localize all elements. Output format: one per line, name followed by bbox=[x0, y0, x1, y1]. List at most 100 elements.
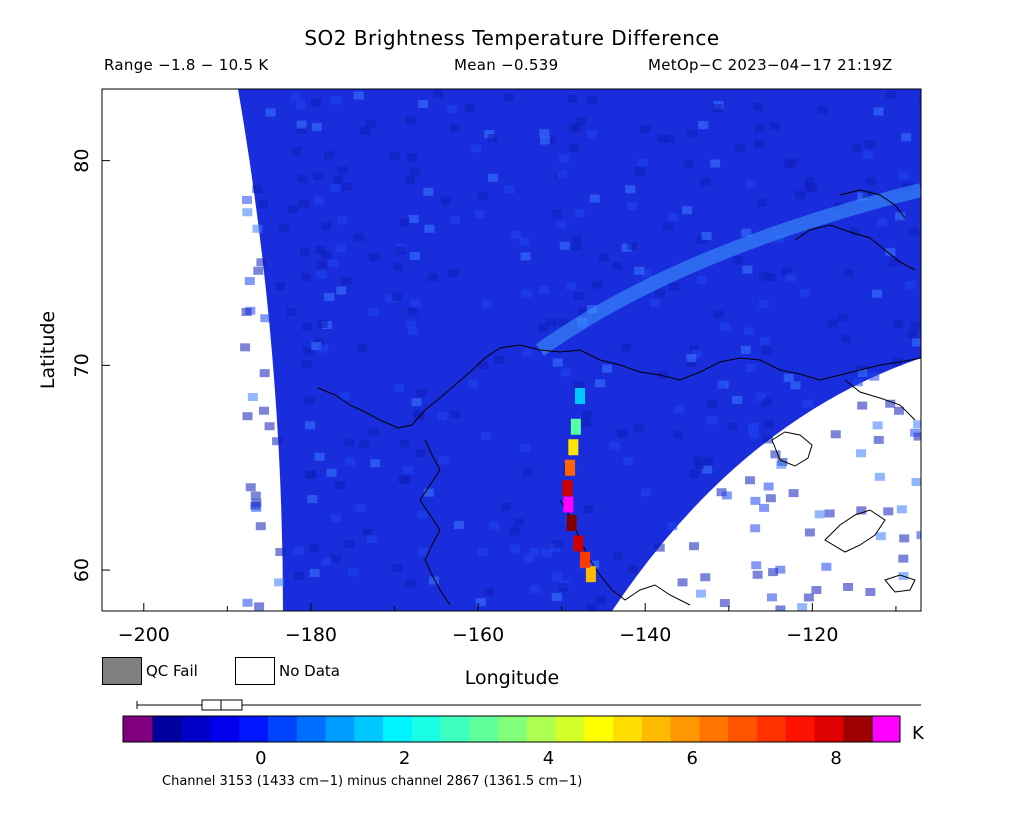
swath-pixel bbox=[664, 134, 675, 143]
swath-pixel bbox=[634, 266, 645, 275]
swath-pixel bbox=[885, 90, 896, 99]
swath-pixel bbox=[339, 392, 350, 401]
swath-pixel bbox=[308, 544, 319, 553]
swath-pixel bbox=[587, 130, 598, 139]
swath-pixel bbox=[341, 277, 352, 286]
swath-pixel bbox=[874, 472, 885, 481]
swath-pixel bbox=[770, 450, 781, 459]
x-tick-label: −120 bbox=[786, 624, 838, 646]
swath-pixel bbox=[290, 92, 301, 101]
swath-pixel bbox=[911, 478, 921, 487]
colorbar-under-swatch bbox=[122, 715, 154, 743]
swath-pixel bbox=[407, 307, 418, 316]
swath-pixel bbox=[275, 548, 286, 557]
swath-pixel bbox=[313, 196, 324, 205]
swath-pixel bbox=[694, 460, 705, 469]
swath-pixel bbox=[667, 522, 678, 531]
swath-pixel bbox=[713, 310, 724, 319]
plume-cell bbox=[565, 459, 575, 476]
swath-pixel bbox=[707, 416, 718, 425]
swath-pixel bbox=[551, 592, 562, 601]
swath-pixel bbox=[265, 108, 276, 117]
swath-pixel bbox=[885, 247, 896, 256]
swath-pixel bbox=[514, 518, 525, 527]
swath-pixel bbox=[668, 282, 679, 291]
swath-pixel bbox=[341, 182, 352, 191]
alaska-coastline bbox=[317, 344, 921, 429]
hudson-coast bbox=[844, 379, 916, 421]
swath-pixel bbox=[509, 544, 520, 553]
colorbar-segment bbox=[699, 716, 729, 742]
plume-cell bbox=[575, 388, 586, 405]
swath-pixel bbox=[311, 122, 322, 131]
swath-pixel bbox=[504, 185, 515, 194]
colorbar-segment bbox=[210, 716, 240, 742]
swath-pixel bbox=[657, 370, 668, 379]
swath-pixel bbox=[586, 96, 597, 105]
colorbar-unit: K bbox=[912, 723, 925, 744]
swath-pixel bbox=[300, 248, 311, 257]
swath-pixel bbox=[474, 210, 485, 219]
swath-pixel bbox=[311, 342, 322, 351]
x-axis: −200 −180 −160 −140 −120 bbox=[118, 603, 897, 646]
swath-pixel bbox=[790, 381, 801, 390]
swath-pixel bbox=[368, 427, 379, 436]
colorbar-tick-label: 4 bbox=[543, 748, 554, 769]
swath-pixel bbox=[889, 258, 900, 267]
plume-cell bbox=[566, 514, 577, 531]
swath-pixel bbox=[242, 598, 253, 607]
colorbar-segment bbox=[785, 716, 815, 742]
plume-cell bbox=[568, 439, 579, 456]
swath-pixel bbox=[409, 167, 420, 176]
plot-frame bbox=[101, 88, 922, 612]
plume-cell bbox=[580, 551, 591, 568]
swath-pixel bbox=[755, 393, 766, 402]
swath-pixel bbox=[519, 237, 530, 246]
swath-pixel bbox=[706, 399, 717, 408]
plume-cell bbox=[573, 535, 584, 552]
swath-pixel bbox=[366, 534, 377, 543]
swath-pixel bbox=[721, 491, 732, 500]
qc-fail-label: QC Fail bbox=[146, 662, 198, 680]
swath-pixel bbox=[612, 552, 623, 561]
swath-pixel bbox=[696, 236, 707, 245]
canadian-arctic-island bbox=[839, 189, 906, 219]
swath-pixel bbox=[324, 292, 335, 301]
swath-pixel bbox=[437, 412, 448, 421]
plume-cell bbox=[563, 496, 574, 513]
range-text: Range −1.8 − 10.5 K bbox=[104, 56, 269, 74]
swath-pixel bbox=[827, 319, 838, 328]
channel-footnote: Channel 3153 (1433 cm−1) minus channel 2… bbox=[162, 774, 583, 789]
swath-pixel bbox=[744, 327, 755, 336]
great-slave-lake bbox=[824, 509, 886, 553]
swath-pixel bbox=[691, 349, 702, 358]
swath-pixel bbox=[559, 319, 570, 328]
swath-pixel bbox=[450, 216, 461, 225]
swath-pixel bbox=[762, 435, 773, 444]
swath-pixel bbox=[328, 259, 339, 268]
swath-pixel bbox=[788, 489, 799, 498]
swath-pixel bbox=[654, 289, 665, 298]
swath-pixel bbox=[487, 173, 498, 182]
swath-pixel bbox=[278, 223, 289, 232]
swath-pixel bbox=[318, 344, 329, 353]
swath-pixel bbox=[595, 379, 606, 388]
swath-pixel bbox=[910, 428, 921, 437]
swath-pixel bbox=[489, 521, 500, 530]
swath-pixel bbox=[864, 140, 875, 149]
swath-pixel bbox=[353, 91, 364, 100]
swath-pixel bbox=[750, 524, 761, 533]
swath-pixel bbox=[681, 206, 692, 215]
swath-pixel bbox=[418, 99, 429, 108]
swath-pixel bbox=[255, 522, 266, 531]
swath-pixel bbox=[306, 470, 317, 479]
swath-pixel bbox=[633, 423, 644, 432]
y-tick-label: 70 bbox=[71, 353, 93, 377]
swath-pixel bbox=[916, 531, 921, 540]
swath-pixel bbox=[464, 104, 475, 113]
swath-pixel bbox=[418, 547, 429, 556]
swath-pixel bbox=[539, 129, 550, 138]
swath-pixel bbox=[240, 343, 251, 352]
swath-pixel bbox=[335, 244, 346, 253]
swath-pixel bbox=[625, 185, 636, 194]
